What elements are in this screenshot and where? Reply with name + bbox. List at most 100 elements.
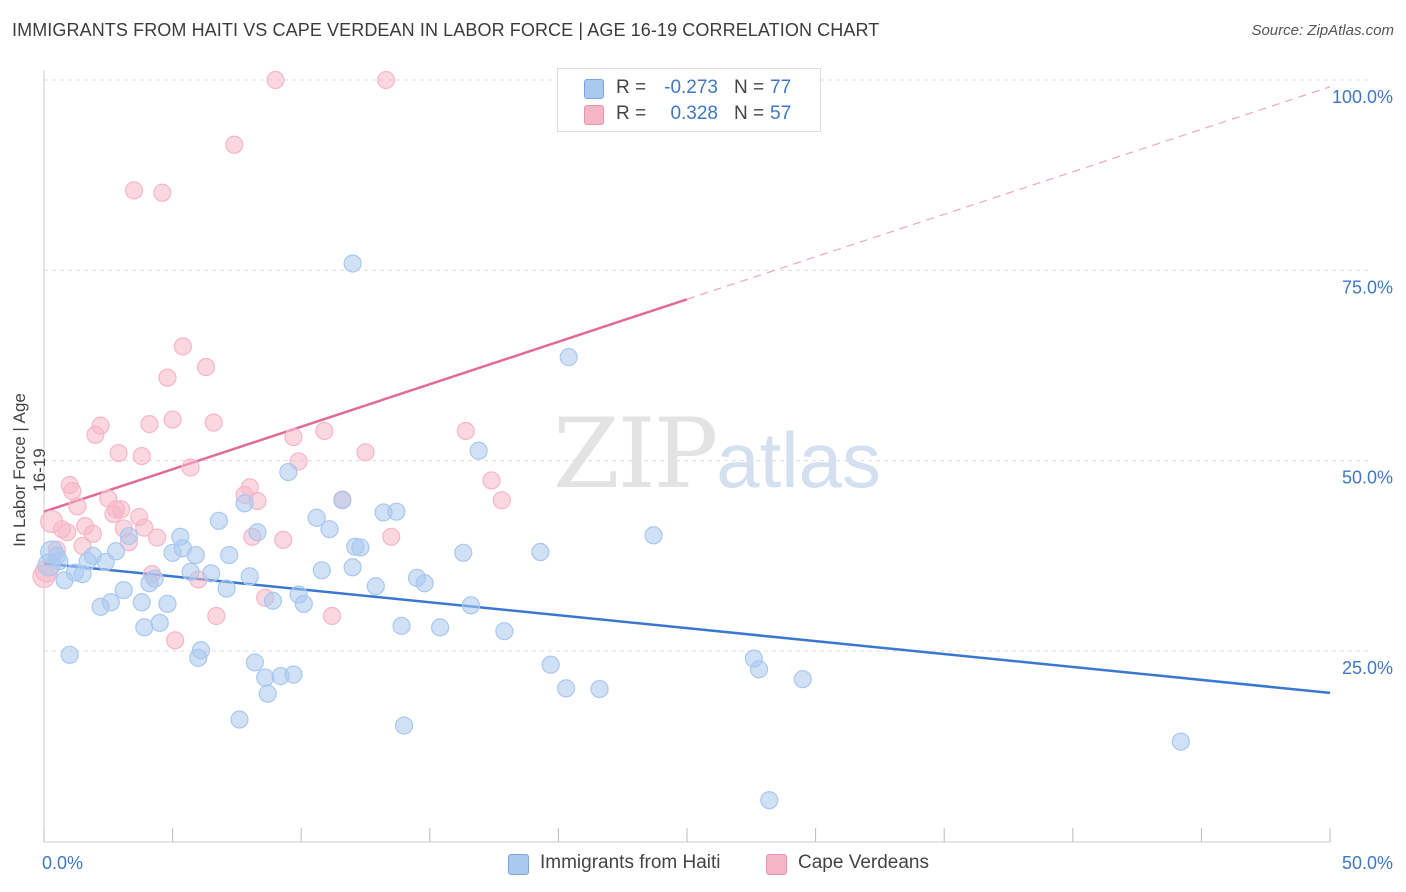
data-point bbox=[454, 543, 473, 562]
data-point bbox=[58, 523, 77, 542]
data-point bbox=[248, 523, 267, 542]
data-point bbox=[191, 641, 210, 660]
legend-row-cape-verdean: R = 0.328 N = 57 bbox=[558, 101, 820, 127]
data-point bbox=[541, 655, 560, 674]
data-point bbox=[204, 413, 223, 432]
data-point bbox=[109, 443, 128, 463]
data-point bbox=[112, 500, 131, 519]
data-point bbox=[279, 462, 298, 482]
data-point bbox=[456, 421, 475, 441]
watermark-atlas: atlas bbox=[716, 416, 881, 504]
data-point bbox=[274, 530, 293, 549]
series-haiti-points bbox=[37, 254, 1190, 810]
data-point bbox=[181, 562, 200, 581]
data-point bbox=[461, 596, 481, 615]
stats-legend: R = -0.273 N = 77 R = 0.328 N = 57 bbox=[557, 68, 821, 132]
data-point bbox=[343, 558, 362, 577]
data-point bbox=[531, 542, 550, 562]
data-point bbox=[320, 520, 339, 539]
data-point bbox=[322, 606, 342, 626]
series-swatch-haiti bbox=[508, 854, 529, 875]
y-tick-label: 100.0% bbox=[1332, 87, 1393, 107]
y-tick-label: 50.0% bbox=[1342, 468, 1393, 488]
data-points bbox=[32, 70, 1190, 810]
data-point bbox=[482, 471, 501, 490]
legend-n-label: N = bbox=[734, 77, 765, 98]
data-point bbox=[351, 538, 370, 557]
data-point bbox=[343, 254, 362, 273]
data-point bbox=[245, 653, 265, 672]
data-point bbox=[135, 518, 154, 537]
data-point bbox=[333, 491, 352, 510]
data-point bbox=[132, 593, 151, 612]
data-point bbox=[240, 567, 259, 586]
data-point bbox=[415, 574, 434, 593]
data-point bbox=[315, 421, 334, 441]
legend-row-haiti: R = -0.273 N = 77 bbox=[558, 75, 820, 101]
data-point bbox=[557, 679, 576, 698]
data-point bbox=[749, 660, 769, 679]
chart-title: IMMIGRANTS FROM HAITI VS CAPE VERDEAN IN… bbox=[12, 20, 880, 40]
data-point bbox=[60, 645, 79, 664]
trend-lines bbox=[43, 86, 1331, 695]
data-point bbox=[430, 618, 450, 637]
series-swatch-cape-verdean bbox=[766, 854, 787, 875]
data-point bbox=[158, 594, 177, 613]
data-point bbox=[559, 348, 578, 367]
y-tick-label: 25.0% bbox=[1342, 658, 1393, 678]
data-point bbox=[91, 416, 110, 435]
data-point bbox=[294, 594, 313, 613]
data-point bbox=[284, 665, 303, 684]
tick-labels: 25.0% 50.0% 75.0% 100.0% 0.0% 50.0% bbox=[42, 87, 1393, 873]
series-cape-verdean-points bbox=[32, 70, 511, 650]
x-tick-label: 0.0% bbox=[42, 853, 83, 873]
data-point bbox=[387, 502, 406, 521]
data-point bbox=[225, 135, 244, 154]
data-point bbox=[106, 542, 126, 561]
legend-r-value: -0.273 bbox=[664, 77, 718, 98]
data-point bbox=[209, 511, 228, 530]
data-point bbox=[356, 443, 375, 462]
series-label-cape-verdean: Cape Verdeans bbox=[798, 852, 929, 873]
data-point bbox=[101, 593, 120, 612]
data-point bbox=[495, 622, 514, 641]
data-point bbox=[135, 618, 154, 637]
data-point bbox=[145, 569, 164, 588]
source-credit: Source: ZipAtlas.com bbox=[1251, 22, 1394, 39]
data-point bbox=[158, 368, 177, 387]
legend-n-label: N = bbox=[734, 103, 765, 124]
data-point bbox=[83, 524, 102, 543]
legend-swatch-cape-verdean bbox=[584, 105, 604, 125]
legend-swatch-haiti bbox=[584, 79, 604, 99]
data-point bbox=[366, 577, 385, 596]
data-point bbox=[196, 357, 216, 377]
data-point bbox=[173, 337, 192, 356]
data-point bbox=[153, 183, 172, 202]
data-point bbox=[68, 497, 87, 516]
data-point bbox=[181, 458, 200, 477]
data-point bbox=[235, 494, 254, 513]
data-point bbox=[63, 482, 82, 501]
axes bbox=[43, 70, 1331, 843]
data-point bbox=[263, 591, 283, 610]
data-point bbox=[760, 791, 779, 810]
data-point bbox=[284, 427, 303, 447]
legend-r-value: 0.328 bbox=[670, 103, 718, 124]
trend-line-cape-verdean bbox=[43, 298, 688, 513]
y-axis-label: In Labor Force | Age 16-19 bbox=[10, 393, 49, 547]
data-point bbox=[114, 580, 133, 600]
data-point bbox=[258, 684, 277, 703]
gridlines bbox=[44, 79, 1370, 652]
data-point bbox=[382, 527, 401, 546]
watermark-zip: ZIP bbox=[553, 398, 718, 510]
series-legend: Immigrants from Haiti Cape Verdeans bbox=[0, 852, 1406, 878]
data-point bbox=[207, 606, 226, 626]
data-point bbox=[217, 579, 236, 598]
data-point bbox=[394, 716, 414, 735]
legend-r-label: R = bbox=[616, 77, 647, 98]
data-point bbox=[37, 553, 61, 577]
data-point bbox=[590, 679, 609, 699]
legend-n-value: 77 bbox=[770, 77, 792, 98]
legend-r-label: R = bbox=[616, 103, 647, 124]
